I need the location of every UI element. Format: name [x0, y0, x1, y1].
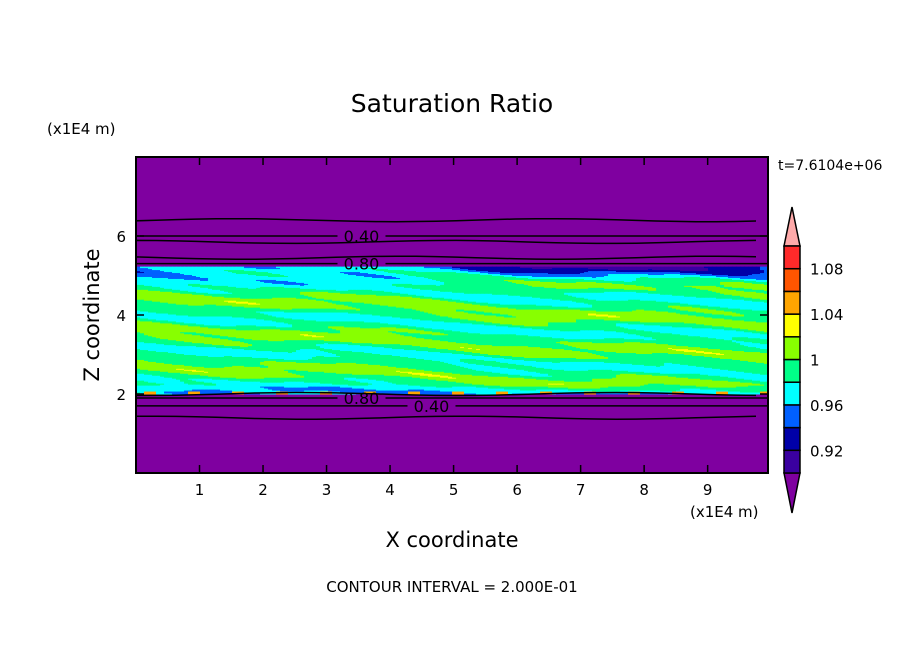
y-unit-label: (x1E4 m): [47, 120, 116, 138]
chart-title: Saturation Ratio: [351, 89, 553, 118]
contour-fill: [136, 157, 769, 473]
time-label: t=7.6104e+06: [778, 158, 882, 174]
